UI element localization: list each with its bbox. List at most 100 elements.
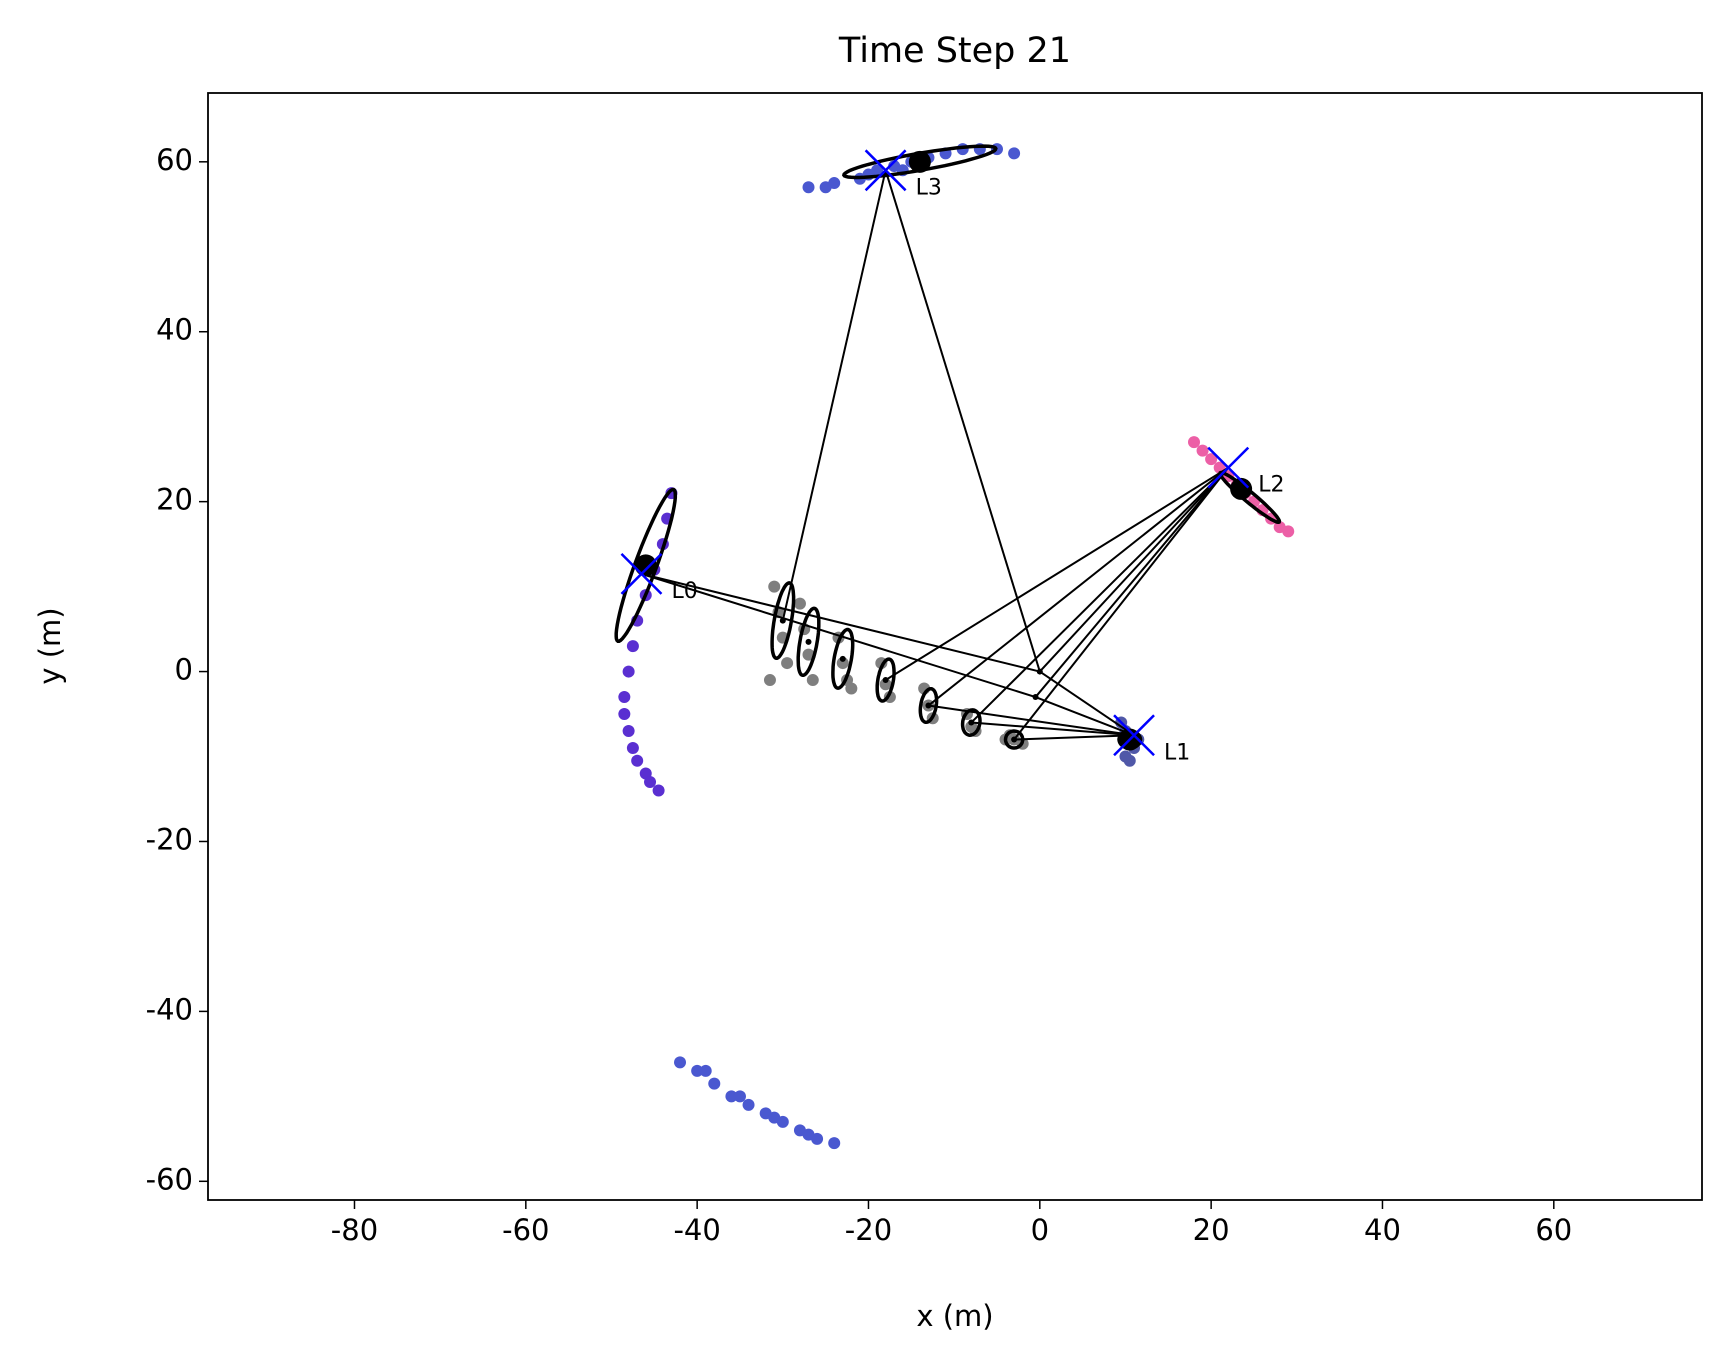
particle [781,657,794,670]
landmark-estimate [1230,477,1253,500]
uncertainty-ellipse [841,144,998,180]
particle [699,1064,712,1077]
pose [1036,668,1043,675]
particle [845,682,858,695]
particle [618,691,631,704]
x-tick-label: -60 [502,1213,549,1247]
particle [768,580,781,593]
pose [805,638,812,645]
particle [802,181,815,194]
observation-line [1014,734,1135,741]
observation-line [1034,467,1230,698]
particle [626,640,639,653]
landmark-estimate [634,554,657,577]
particle [742,1098,755,1111]
particle [802,648,815,661]
particle [1196,444,1209,457]
x-tick-label: 60 [1535,1213,1572,1247]
landmark-true [864,149,907,192]
uncertainty-ellipse [1218,470,1282,524]
particle [1205,453,1218,466]
plot-frame [207,92,1703,1201]
observation-line [884,170,1041,672]
observation-line [781,170,887,621]
y-tick-label: 40 [156,313,193,347]
uncertainty-ellipse [918,687,939,725]
landmark-label: L1 [1164,740,1190,765]
landmark-label: L3 [916,175,942,200]
particle [763,674,776,687]
uncertainty-ellipse [831,627,855,690]
x-tick-label: 0 [1031,1213,1049,1247]
uncertainty-ellipse [614,487,678,643]
y-tick-label: -60 [146,1162,193,1196]
y-tick-label: -40 [146,992,193,1026]
observation-line [970,466,1229,724]
particle [733,1090,746,1103]
uncertainty-ellipse [770,581,796,660]
x-tick-label: -80 [331,1213,378,1247]
particle [802,1128,815,1141]
particle [793,597,806,610]
particle [879,678,892,691]
uncertainty-ellipse [960,708,982,737]
particle [1188,436,1201,449]
observation-line [1013,467,1230,741]
x-tick-label: -40 [673,1213,720,1247]
particle [806,674,819,687]
chart-title: Time Step 21 [838,31,1071,71]
particle [725,1090,738,1103]
particle [1008,147,1021,160]
observation-line [927,466,1229,707]
uncertainty-ellipse [875,657,896,703]
observation-line [1039,466,1230,673]
x-tick-label: 40 [1364,1213,1401,1247]
x-tick-label: 20 [1193,1213,1230,1247]
pose [779,617,786,624]
observation-line [928,704,1135,737]
observation-line [1039,670,1135,737]
observation-line [1035,696,1135,737]
particle [674,1056,687,1069]
observation-line [971,721,1135,737]
pose [1011,736,1018,743]
pose [968,719,975,726]
landmark-label: L2 [1258,473,1284,498]
particle [631,754,644,767]
pose [1032,694,1039,701]
y-tick-label: 60 [156,143,193,177]
y-axis-label: y (m) [33,607,67,684]
landmark-label: L0 [671,579,697,604]
pose [839,655,846,662]
particle [836,657,849,670]
uncertainty-ellipse [1003,729,1025,750]
y-tick-label: 20 [156,483,193,517]
particle [1282,525,1295,538]
particle [708,1077,721,1090]
particle [691,1064,704,1077]
particle [626,742,639,755]
observation-line [641,572,1036,699]
particle [622,725,635,738]
landmark-true [620,552,663,595]
particle [1123,754,1136,767]
landmark-true [1207,446,1250,489]
landmark-estimate [908,150,931,173]
y-tick-label: 0 [175,653,193,687]
particle [768,1111,781,1124]
observation-line [641,572,1041,673]
particle [652,784,665,797]
y-tick-label: -20 [146,822,193,856]
particle [618,708,631,721]
landmark-true [1113,714,1155,757]
observation-line [885,466,1229,681]
particle [819,181,832,194]
particle [622,665,635,678]
uncertainty-ellipse [796,606,821,678]
x-tick-label: -20 [845,1213,892,1247]
pose [882,677,889,684]
particle [828,1137,841,1150]
particle [644,776,657,789]
x-axis-label: x (m) [916,1299,993,1333]
